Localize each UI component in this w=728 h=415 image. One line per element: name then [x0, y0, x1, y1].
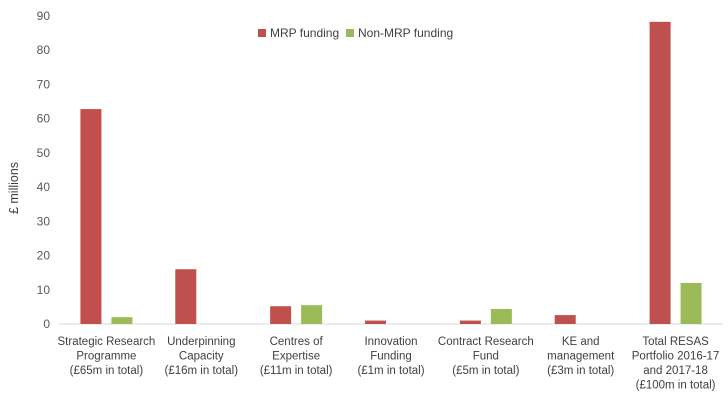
y-tick-label: 50 [37, 146, 51, 160]
legend-label: MRP funding [270, 26, 339, 40]
y-tick-label: 90 [37, 9, 51, 23]
bar-mrp [459, 320, 481, 324]
y-tick-label: 40 [37, 180, 51, 194]
bar-mrp [365, 320, 386, 324]
legend-swatch [346, 29, 354, 37]
y-tick-label: 30 [37, 214, 51, 228]
bar-mrp [175, 269, 197, 324]
y-tick-label: 0 [43, 317, 50, 331]
legend-swatch [258, 29, 266, 37]
bar-group [80, 21, 702, 324]
category-label: Contract Research Fund (£5m in total) [438, 336, 534, 377]
bar-mrp [554, 315, 576, 324]
y-tick-label: 70 [37, 77, 51, 91]
bar-mrp [270, 306, 292, 324]
legend: MRP funding Non-MRP funding [258, 26, 453, 40]
bar-non-mrp [680, 282, 702, 324]
category-label: KE and management (£3m in total) [547, 336, 615, 377]
y-tick-label: 80 [37, 43, 51, 57]
category-label: Total RESAS Portfolio 2016-17 and 2017-18(… [632, 336, 720, 392]
y-tick-label: 60 [37, 112, 51, 126]
bar-non-mrp [301, 305, 323, 324]
category-labels: Strategic Research Programme (£65m in tota… [58, 336, 720, 392]
category-label: Underpinning Capacity (£16m in total) [165, 336, 239, 377]
y-axis-ticks: 0 10 20 30 40 50 60 70 80 90 [37, 9, 51, 331]
category-label: Strategic Research Programme (£65m in tota… [58, 336, 156, 377]
y-tick-label: 10 [37, 283, 51, 297]
bar-mrp [649, 21, 671, 324]
legend-label: Non-MRP funding [358, 26, 453, 40]
category-label: Centres of Expertise (£11m in total) [260, 336, 333, 377]
bar-non-mrp [490, 308, 512, 324]
bar-mrp [80, 109, 102, 324]
category-label: Innovation Funding (£1m in total) [357, 336, 424, 377]
bar-non-mrp [111, 317, 133, 324]
y-tick-label: 20 [37, 249, 51, 263]
y-axis-title: £ millions [7, 162, 21, 214]
